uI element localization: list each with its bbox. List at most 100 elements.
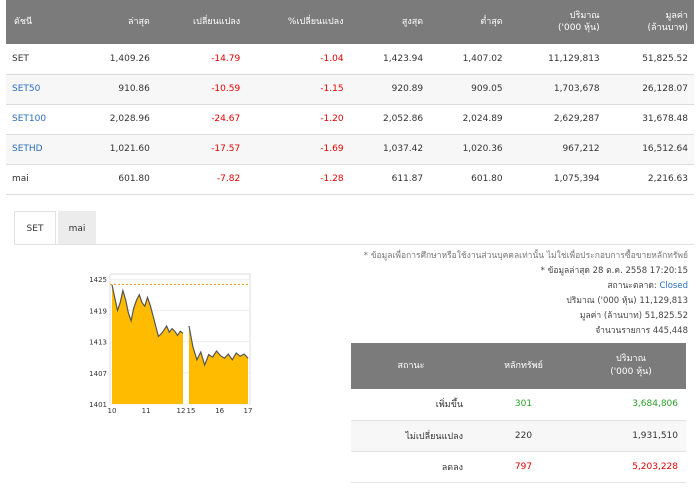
status-volume: 5,203,228 xyxy=(576,451,686,483)
table-row: mai 601.80 -7.82 -1.28 611.87 601.80 1,0… xyxy=(6,164,694,195)
last-value: 1,021.60 xyxy=(76,134,156,165)
index-link-set100[interactable]: SET100 xyxy=(6,104,77,135)
trade-value: 2,216.63 xyxy=(605,164,694,195)
pct-change-value: -1.69 xyxy=(246,134,350,165)
index-link-set50[interactable]: SET50 xyxy=(6,74,77,105)
index-table-header: ดัชนี ล่าสุด เปลี่ยนแปลง %เปลี่ยนแปลง สู… xyxy=(6,0,694,44)
market-status-row: สถานะตลาด: Closed xyxy=(364,279,688,294)
chart-x-tick-label: 10 xyxy=(108,407,117,415)
change-value: -14.79 xyxy=(155,44,247,75)
market-status-label: สถานะตลาด: xyxy=(607,281,657,291)
table-row: SETHD 1,021.60 -17.57 -1.69 1,037.42 1,0… xyxy=(6,134,694,165)
advance-decline-table: สถานะ หลักทรัพย์ ปริมาณ ('000 หุ้น) เพิ่… xyxy=(351,343,686,483)
tab-mai[interactable]: mai xyxy=(58,211,96,245)
index-name: SET xyxy=(6,44,77,75)
last-value: 2,028.96 xyxy=(76,104,156,135)
market-info: * ข้อมูลเพื่อการศึกษาหรือใช้งานส่วนบุคคล… xyxy=(364,249,688,339)
last-value: 910.86 xyxy=(76,74,156,105)
col-securities: หลักทรัพย์ xyxy=(471,343,576,389)
col-value: มูลค่า (ล้านบาท) xyxy=(605,0,694,44)
deals-label: จำนวนรายการ xyxy=(595,326,651,336)
chart-y-tick-label: 1419 xyxy=(89,307,107,315)
status-count: 301 xyxy=(471,389,576,421)
col-low: ต่ำสุด xyxy=(429,0,509,44)
last-updated: * ข้อมูลล่าสุด 28 ต.ค. 2558 17:20:15 xyxy=(540,266,688,276)
high-value: 2,052.86 xyxy=(349,104,430,135)
table-row: ลดลง 797 5,203,228 xyxy=(351,451,686,483)
col-high: สูงสุด xyxy=(349,0,430,44)
chart-session1-area xyxy=(112,284,183,404)
table-row: SET100 2,028.96 -24.67 -1.20 2,052.86 2,… xyxy=(6,104,694,135)
disclaimer-note: * ข้อมูลเพื่อการศึกษาหรือใช้งานส่วนบุคคล… xyxy=(363,251,688,261)
volume-value: 1,703,678 xyxy=(508,74,606,105)
high-value: 1,423.94 xyxy=(349,44,430,75)
value-total: 51,825.52 xyxy=(644,311,688,321)
change-value: -17.57 xyxy=(155,134,247,165)
last-value: 601.80 xyxy=(76,164,156,195)
chart-session2-area xyxy=(189,326,248,404)
change-value: -7.82 xyxy=(155,164,247,195)
chart-session1-line xyxy=(111,284,184,338)
chart-x-tick-label: 16 xyxy=(215,407,224,415)
change-value: -24.67 xyxy=(155,104,247,135)
low-value: 601.80 xyxy=(429,164,509,195)
chart-session2-line xyxy=(188,325,249,367)
status-label: ลดลง xyxy=(351,451,471,483)
chart-x-tick-label: 17 xyxy=(244,407,253,415)
deals-row: จำนวนรายการ 445,448 xyxy=(364,324,688,339)
chart-x-tick-label: 11 xyxy=(142,407,151,415)
trade-value: 26,128.07 xyxy=(605,74,694,105)
trade-value: 31,678.48 xyxy=(605,104,694,135)
index-link-sethd[interactable]: SETHD xyxy=(6,134,77,165)
tab-set[interactable]: SET xyxy=(14,211,56,245)
deals-total: 445,448 xyxy=(652,326,688,336)
table-row: SET 1,409.26 -14.79 -1.04 1,423.94 1,407… xyxy=(6,44,694,75)
chart-x-tick-label: 15 xyxy=(187,407,196,415)
value-label: มูลค่า (ล้านบาท) xyxy=(579,311,643,321)
table-row: SET50 910.86 -10.59 -1.15 920.89 909.05 … xyxy=(6,74,694,105)
volume-label: ปริมาณ ('000 หุ้น) xyxy=(566,296,637,306)
chart-y-tick-label: 1413 xyxy=(89,339,107,347)
volume-row: ปริมาณ ('000 หุ้น) 11,129,813 xyxy=(364,294,688,309)
index-table: ดัชนี ล่าสุด เปลี่ยนแปลง %เปลี่ยนแปลง สู… xyxy=(6,0,694,195)
pct-change-value: -1.28 xyxy=(246,164,350,195)
pct-change-value: -1.15 xyxy=(246,74,350,105)
col-status: สถานะ xyxy=(351,343,471,389)
col-volume: ปริมาณ ('000 หุ้น) xyxy=(508,0,606,44)
volume-value: 2,629,287 xyxy=(508,104,606,135)
low-value: 1,407.02 xyxy=(429,44,509,75)
volume-value: 11,129,813 xyxy=(508,44,606,75)
low-value: 2,024.89 xyxy=(429,104,509,135)
high-value: 1,037.42 xyxy=(349,134,430,165)
col-last: ล่าสุด xyxy=(76,0,156,44)
market-tabs: SET mai xyxy=(14,211,96,245)
trade-value: 16,512.64 xyxy=(605,134,694,165)
chart-y-tick-label: 1407 xyxy=(89,370,107,378)
pct-change-value: -1.04 xyxy=(246,44,350,75)
index-name: mai xyxy=(6,164,77,195)
last-value: 1,409.26 xyxy=(76,44,156,75)
col-change: เปลี่ยนแปลง xyxy=(155,0,247,44)
status-label: เพิ่มขึ้น xyxy=(351,389,471,421)
status-table-header: สถานะ หลักทรัพย์ ปริมาณ ('000 หุ้น) xyxy=(351,343,686,389)
change-value: -10.59 xyxy=(155,74,247,105)
volume-value: 1,075,394 xyxy=(508,164,606,195)
value-row: มูลค่า (ล้านบาท) 51,825.52 xyxy=(364,309,688,324)
col-index: ดัชนี xyxy=(6,0,77,44)
col-pct-change: %เปลี่ยนแปลง xyxy=(246,0,350,44)
volume-value: 967,212 xyxy=(508,134,606,165)
chart-y-tick-label: 1425 xyxy=(89,276,107,284)
high-value: 611.87 xyxy=(349,164,430,195)
low-value: 909.05 xyxy=(429,74,509,105)
tab-divider xyxy=(14,244,694,245)
high-value: 920.89 xyxy=(349,74,430,105)
chart-y-tick-label: 1401 xyxy=(89,401,107,409)
col-status-volume: ปริมาณ ('000 หุ้น) xyxy=(576,343,686,389)
status-volume: 1,931,510 xyxy=(576,420,686,452)
table-row: เพิ่มขึ้น 301 3,684,806 xyxy=(351,389,686,421)
status-label: ไม่เปลี่ยนแปลง xyxy=(351,420,471,452)
trade-value: 51,825.52 xyxy=(605,44,694,75)
status-count: 797 xyxy=(471,451,576,483)
status-volume: 3,684,806 xyxy=(576,389,686,421)
